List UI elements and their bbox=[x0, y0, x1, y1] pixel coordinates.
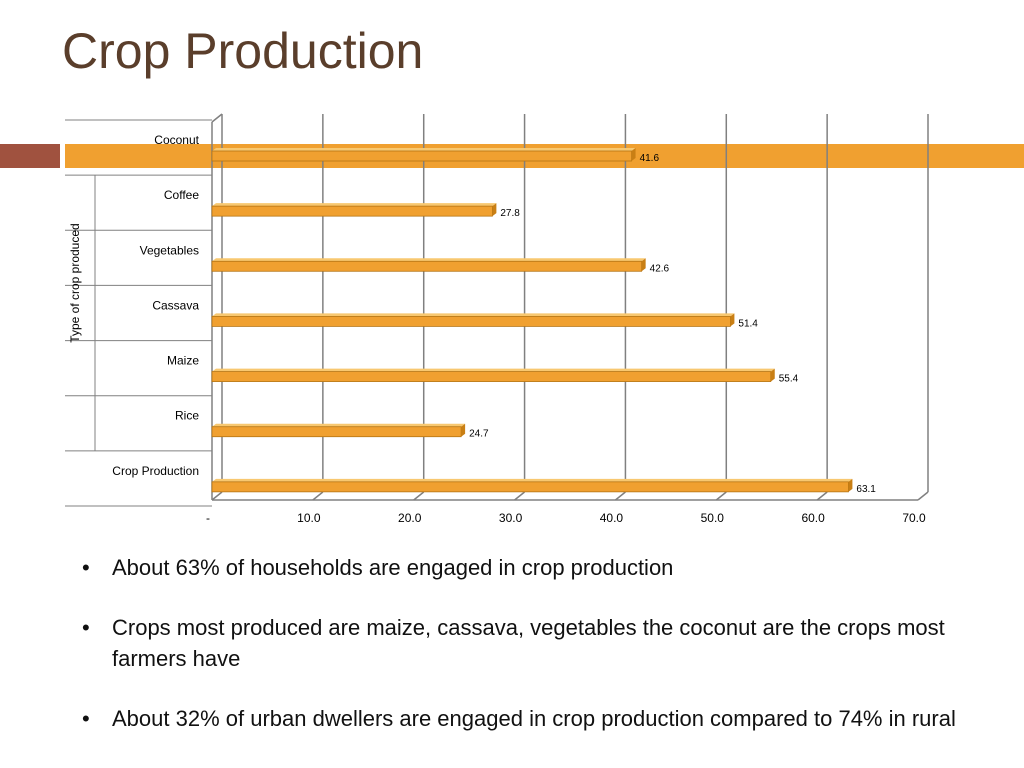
bar-top bbox=[212, 148, 636, 151]
floor-tick bbox=[715, 491, 727, 501]
floor-tick bbox=[312, 491, 324, 501]
bar bbox=[211, 205, 493, 217]
wall-edge bbox=[211, 113, 223, 123]
bar-top bbox=[212, 203, 497, 207]
category-label: Coffee bbox=[164, 188, 199, 202]
x-tick-label: 70.0 bbox=[902, 511, 926, 525]
category-label: Maize bbox=[167, 354, 199, 368]
category-label: Coconut bbox=[154, 133, 199, 147]
x-tick-label: - bbox=[206, 511, 210, 525]
category-label: Cassava bbox=[152, 298, 199, 312]
category-label: Crop Production bbox=[112, 464, 199, 478]
bullet-item: • About 32% of urban dwellers are engaged… bbox=[82, 706, 956, 731]
x-tick-label: 50.0 bbox=[701, 511, 725, 525]
floor-tick bbox=[917, 491, 929, 501]
y-axis-label: Type of crop produced bbox=[68, 223, 82, 342]
bullet-item: • About 63% of households are engaged in … bbox=[82, 555, 674, 580]
data-label: 55.4 bbox=[779, 374, 799, 385]
bar-end bbox=[730, 313, 735, 327]
bar-top bbox=[212, 423, 466, 427]
data-label: 42.6 bbox=[650, 263, 670, 274]
bar bbox=[211, 481, 849, 493]
bar bbox=[211, 426, 462, 438]
bar-top bbox=[212, 368, 775, 372]
floor-tick bbox=[514, 491, 526, 501]
category-label: Vegetables bbox=[140, 243, 199, 257]
data-label: 51.4 bbox=[738, 318, 758, 329]
bar-end bbox=[641, 258, 646, 272]
bar bbox=[211, 260, 643, 272]
category-label: Rice bbox=[175, 409, 199, 423]
data-label: 63.1 bbox=[856, 484, 876, 495]
bar-end bbox=[770, 368, 775, 382]
data-label: 24.7 bbox=[469, 429, 489, 440]
data-label: 27.8 bbox=[500, 208, 520, 219]
bar-end bbox=[492, 203, 497, 217]
slide-title: Crop Production bbox=[62, 23, 424, 79]
x-tick-label: 60.0 bbox=[801, 511, 825, 525]
x-tick-label: 20.0 bbox=[398, 511, 422, 525]
bullet-item: • Crops most produced are maize, cassava… bbox=[82, 615, 945, 671]
bar-end bbox=[631, 148, 636, 161]
data-label: 41.6 bbox=[640, 153, 660, 164]
bar bbox=[211, 371, 772, 382]
bar-chart: - 10.0 20.0 30.0 40.0 50.0 60.0 70.0 Coconut 41.6… bbox=[65, 113, 929, 525]
floor-tick bbox=[211, 491, 223, 501]
bar-end bbox=[461, 423, 466, 437]
accent-bar-left bbox=[0, 144, 60, 168]
x-tick-label: 10.0 bbox=[297, 511, 321, 525]
bullet-list: • About 63% of households are engaged in … bbox=[78, 552, 978, 763]
floor-tick bbox=[816, 491, 828, 501]
floor-tick bbox=[614, 491, 626, 501]
bar bbox=[211, 316, 731, 327]
x-tick-label: 40.0 bbox=[600, 511, 624, 525]
bar bbox=[211, 150, 632, 162]
floor-tick bbox=[413, 491, 425, 501]
x-tick-label: 30.0 bbox=[499, 511, 523, 525]
bar-top bbox=[212, 313, 735, 317]
bar-top bbox=[212, 478, 853, 482]
bar-top bbox=[212, 258, 646, 262]
bar-end bbox=[848, 478, 853, 492]
